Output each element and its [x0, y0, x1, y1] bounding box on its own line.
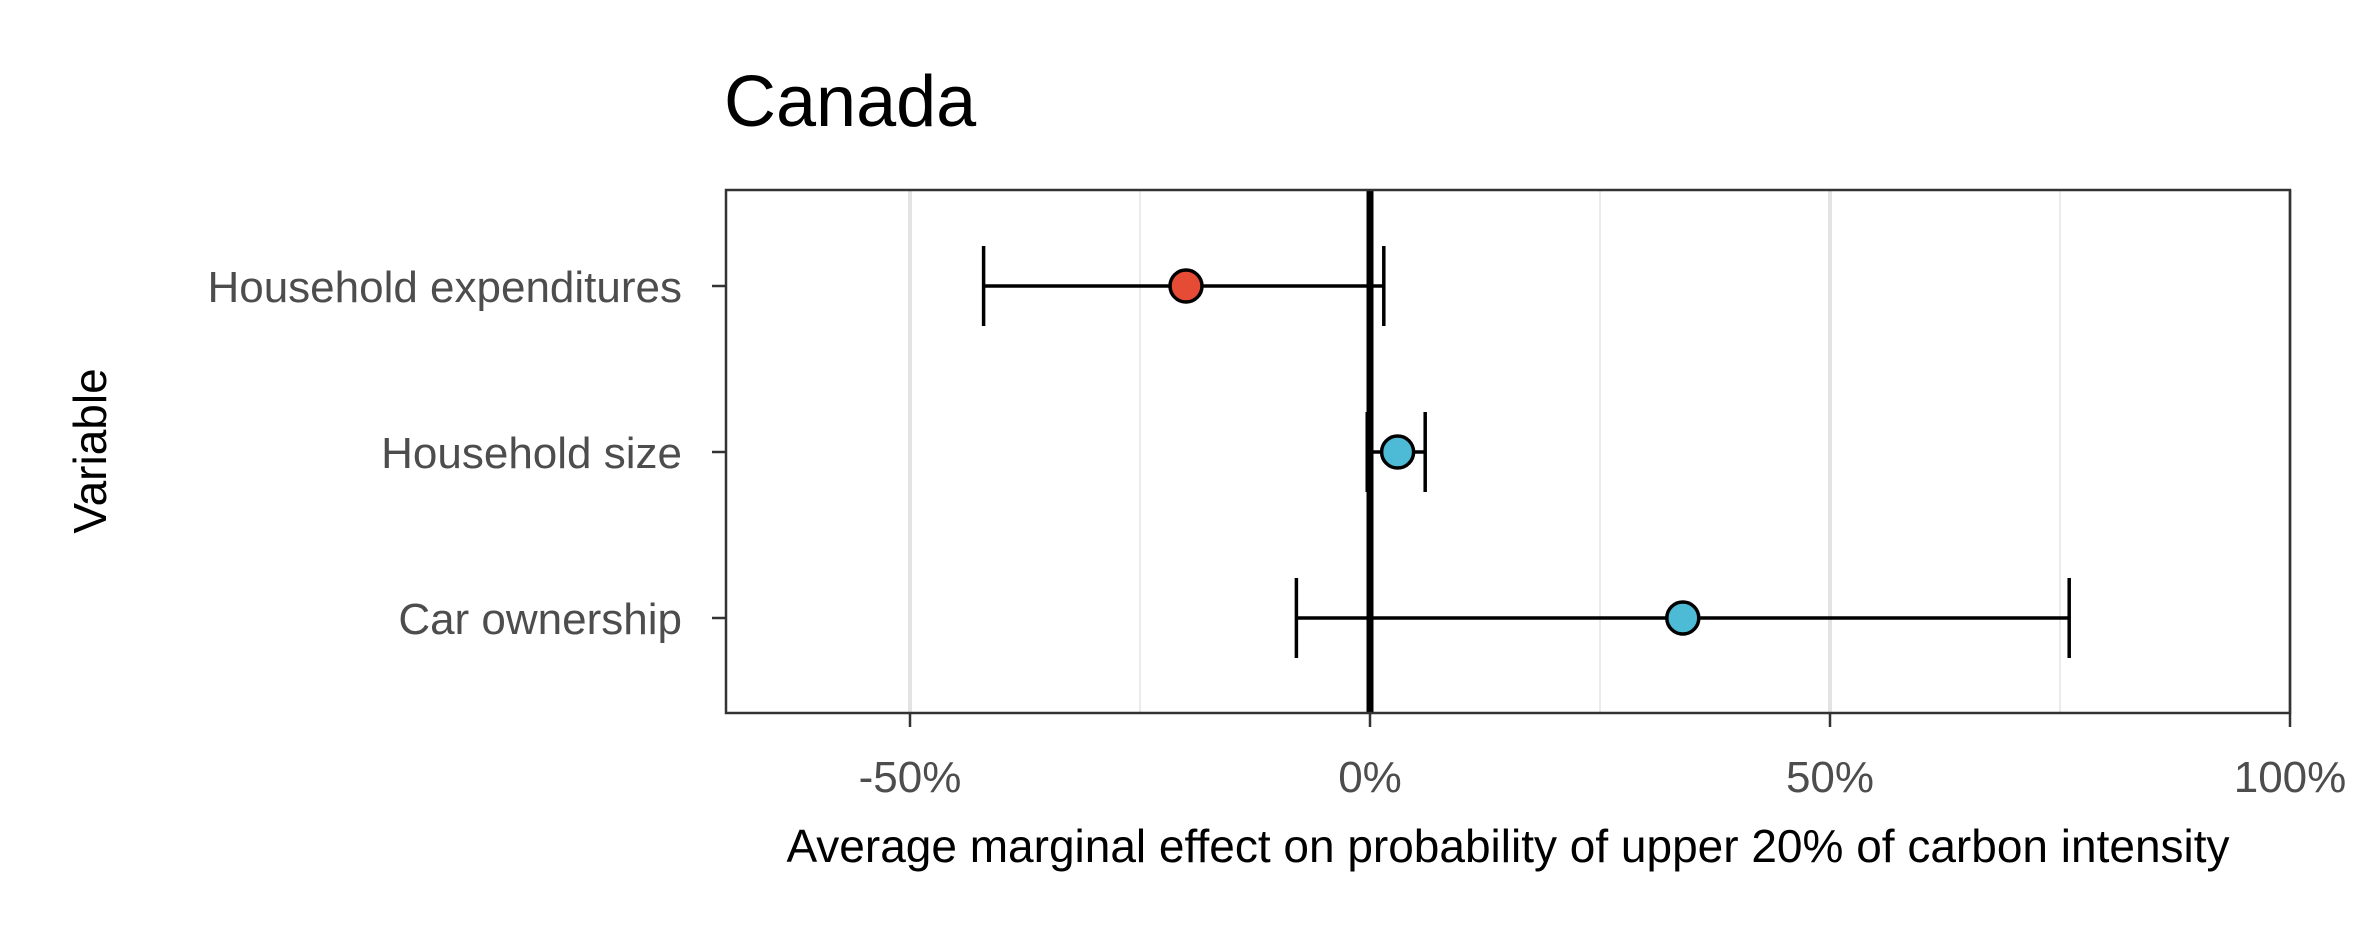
y-tick-label: Household expenditures: [207, 263, 682, 312]
x-tick-label: 100%: [2234, 753, 2347, 802]
x-tick-label: 50%: [1786, 753, 1874, 802]
y-tick-label: Car ownership: [398, 595, 682, 644]
x-axis-label: Average marginal effect on probability o…: [786, 820, 2229, 872]
x-tick-label: -50%: [859, 753, 962, 802]
chart-title: Canada: [724, 62, 977, 142]
y-tick-label: Household size: [381, 429, 682, 478]
point-estimate: [1168, 268, 1204, 304]
grid-layer: [908, 190, 2292, 713]
y-axis-label: Variable: [64, 368, 116, 533]
point-estimate: [1379, 434, 1416, 470]
point-estimate: [1665, 600, 1701, 636]
marks-layer: [981, 190, 2071, 713]
axis-layer: Household expenditures Household size Car …: [207, 263, 2346, 802]
panel-border: [724, 188, 2292, 715]
x-tick-label: 0%: [1338, 753, 1402, 802]
